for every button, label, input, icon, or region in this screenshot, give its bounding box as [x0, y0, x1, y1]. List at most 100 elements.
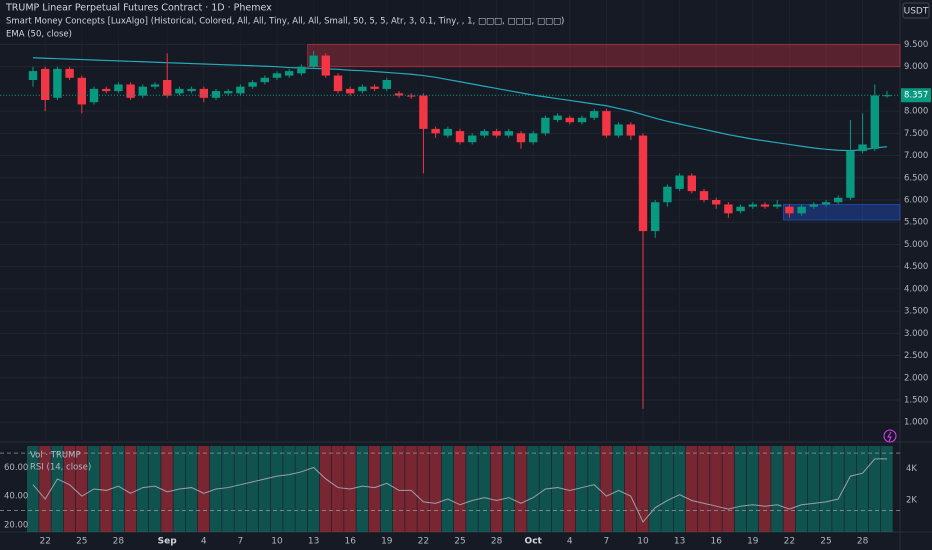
candle-body	[834, 197, 843, 203]
candle-body	[28, 71, 38, 80]
candle-body	[480, 131, 489, 136]
volume-bar	[405, 446, 417, 532]
volume-bar	[454, 446, 466, 532]
candle-body	[541, 117, 550, 134]
candle-body	[163, 80, 172, 96]
volume-bar	[868, 446, 881, 532]
volume-bar	[100, 446, 112, 532]
volume-bar	[746, 446, 759, 532]
volume-tick-label: 4K	[906, 464, 917, 474]
y-tick-label: 5.500	[904, 218, 928, 228]
zone	[782, 203, 901, 221]
rsi-tick-label: 40.00	[4, 492, 28, 502]
candle-body	[687, 175, 696, 192]
candle-body	[504, 131, 513, 136]
y-tick-label: 6.000	[904, 196, 928, 206]
volume-bar	[649, 446, 661, 532]
volume-bar	[429, 446, 442, 532]
candle-body	[285, 71, 294, 76]
volume-bar	[856, 446, 869, 532]
volume-bar	[124, 446, 137, 532]
volume-bar	[576, 446, 588, 532]
x-tick-label: 22	[418, 537, 429, 547]
candle-body	[443, 128, 452, 136]
volume-bar	[490, 446, 503, 532]
volume-bar	[441, 446, 454, 532]
y-tick-label: 7.000	[904, 151, 928, 161]
candle-body	[736, 206, 745, 212]
candle-body	[846, 151, 855, 198]
alert-icon-bolt	[887, 431, 892, 442]
y-tick-label: 4.500	[904, 262, 928, 272]
candle-body	[748, 204, 757, 207]
candle-body	[663, 186, 672, 203]
x-tick-label: Sep	[158, 537, 178, 547]
candle-body	[602, 111, 611, 136]
volume-bar	[307, 446, 320, 532]
candle-body	[651, 202, 660, 232]
volume-bar	[39, 446, 51, 532]
volume-bar	[551, 446, 564, 532]
currency-box[interactable]	[902, 2, 930, 19]
volume-bar	[356, 446, 368, 532]
volume-bar	[600, 446, 612, 532]
last-price-label: 8.357	[904, 91, 928, 101]
candle-body	[236, 86, 245, 94]
candle-body	[797, 206, 806, 214]
volume-bar	[185, 446, 198, 532]
volume-bar	[588, 446, 600, 532]
candle-body	[138, 86, 147, 96]
chart-title: TRUMP Linear Perpetual Futures Contract …	[5, 3, 272, 14]
y-tick-label: 6.500	[904, 173, 928, 183]
candle-body	[577, 117, 587, 123]
candle-body	[175, 88, 184, 94]
candle-body	[821, 202, 831, 205]
volume-bar	[795, 446, 808, 532]
candle-body	[712, 200, 721, 205]
candle-body	[773, 204, 782, 207]
candle-body	[492, 131, 501, 136]
volume-bar	[222, 446, 234, 532]
candle-body	[126, 84, 135, 98]
candle-body	[224, 91, 233, 94]
volume-bar	[722, 446, 734, 532]
volume-bar	[258, 446, 271, 532]
x-tick-label: 25	[820, 537, 831, 547]
volume-bar	[161, 446, 173, 532]
candle-body	[248, 82, 257, 87]
currency[interactable]: USDT	[904, 7, 929, 17]
x-tick-label: 28	[113, 537, 125, 547]
candle-body	[41, 68, 50, 100]
alert-icon[interactable]	[883, 429, 897, 443]
x-tick-label: 28	[491, 537, 503, 547]
volume-bar	[734, 446, 747, 532]
rsi-tick-label: 60.00	[4, 463, 28, 473]
candle-body	[699, 191, 709, 200]
volume-bar	[832, 446, 844, 532]
volume-bar	[283, 446, 295, 532]
candle-body	[419, 95, 428, 129]
volume-bar	[612, 446, 625, 532]
y-tick-label: 9.500	[904, 40, 928, 50]
volume-bar	[63, 446, 76, 532]
candle-body	[102, 88, 111, 92]
volume-bar	[27, 446, 39, 532]
volume-bar	[149, 446, 161, 532]
volume-bar	[136, 446, 149, 532]
zone	[307, 43, 901, 68]
candle-body	[614, 124, 623, 136]
y-tick-label: 3.000	[904, 329, 928, 339]
candle-body	[77, 77, 86, 105]
volume-bar	[197, 446, 210, 532]
candle-body	[333, 75, 343, 92]
y-tick-label: 1.000	[904, 418, 928, 428]
volume-bar	[112, 446, 124, 532]
candle-body	[882, 95, 892, 97]
volume-bar	[844, 446, 856, 532]
x-tick-label: Oct	[525, 537, 543, 547]
x-tick-label: 25	[454, 537, 465, 547]
x-tick-label: 4	[567, 537, 573, 547]
volume-bar	[51, 446, 63, 532]
candle-body	[565, 117, 574, 123]
